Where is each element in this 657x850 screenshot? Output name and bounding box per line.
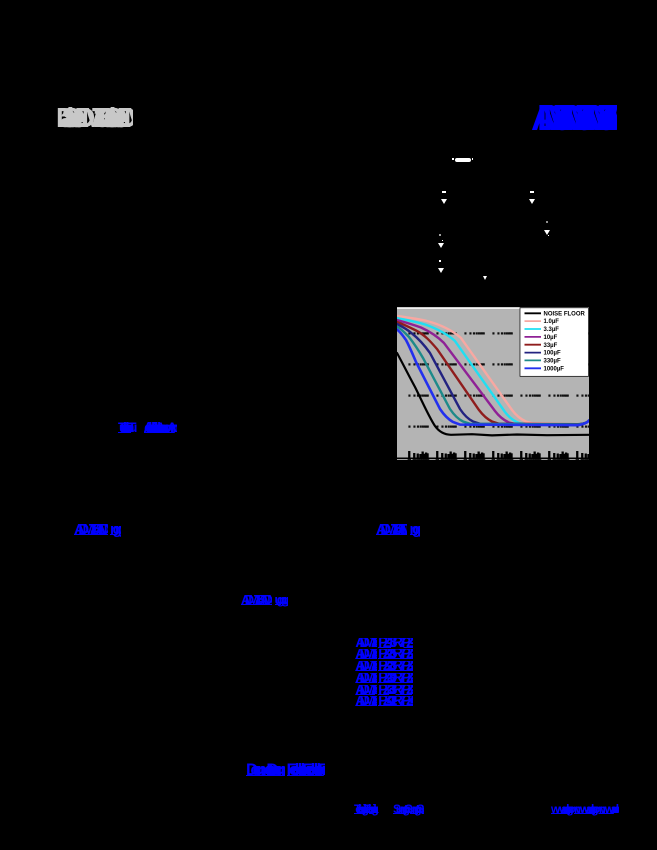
svg-text:330µF: 330µF <box>544 359 561 365</box>
svg-text:100µF: 100µF <box>544 351 561 357</box>
svg-text:1000µF: 1000µF <box>544 366 565 372</box>
svg-text:NOISE FLOOR: NOISE FLOOR <box>544 311 586 317</box>
svg-text:10µF: 10µF <box>544 335 558 341</box>
svg-text:1.0µF: 1.0µF <box>544 319 560 325</box>
svg-text:3.3µF: 3.3µF <box>544 327 560 333</box>
svg-text:33µF: 33µF <box>544 343 558 349</box>
